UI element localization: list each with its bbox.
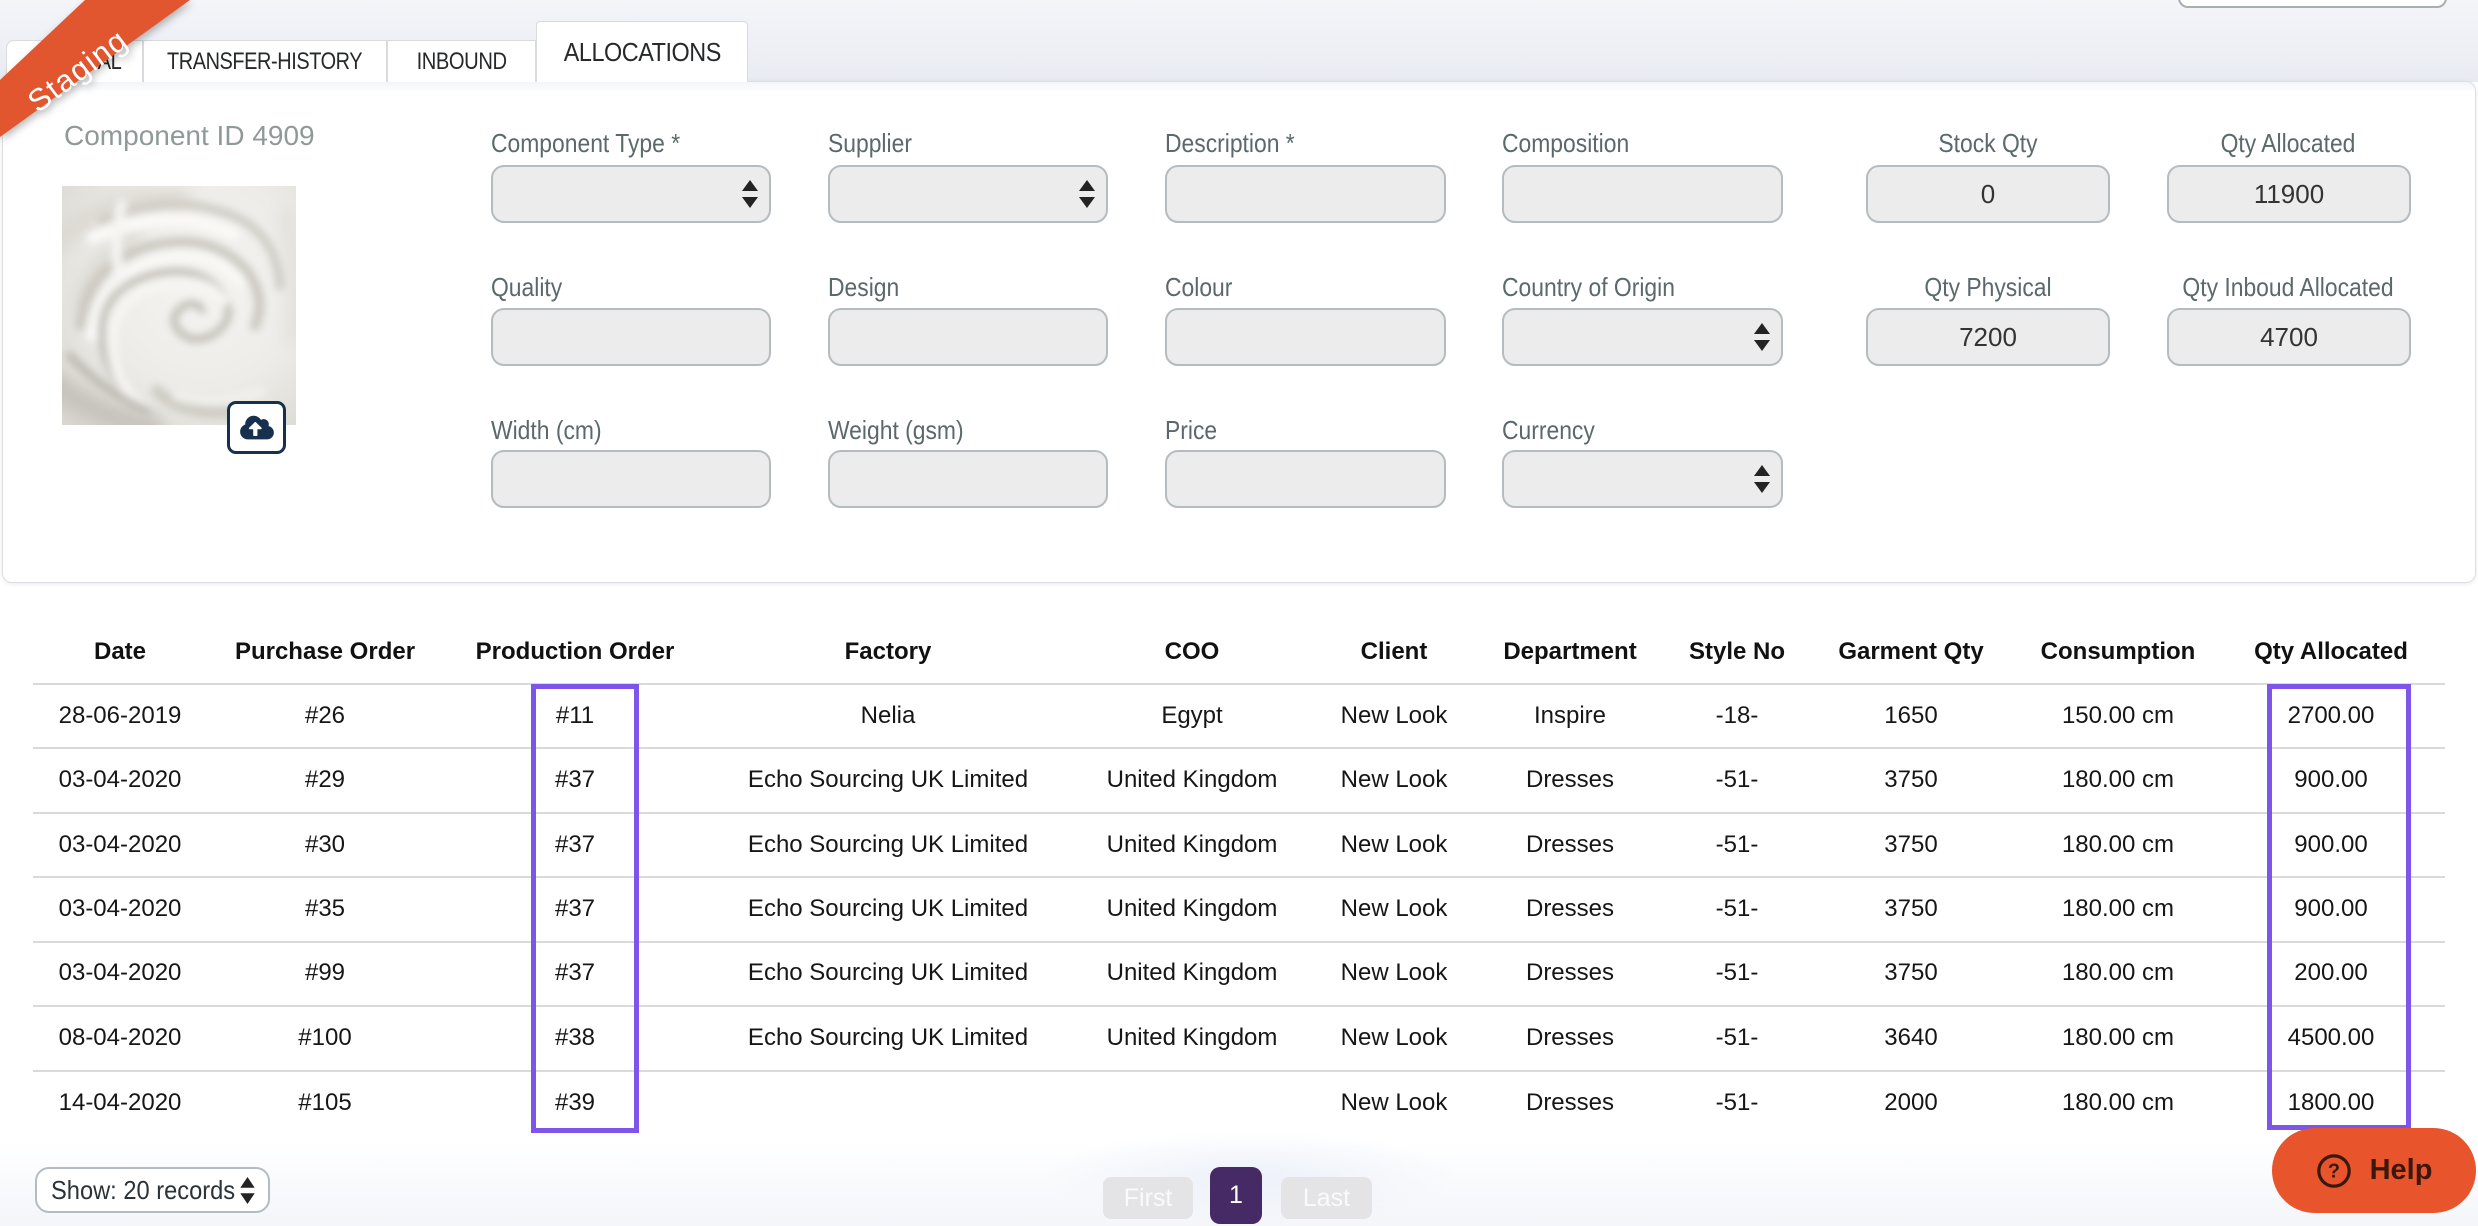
svg-text:?: ?: [2328, 1160, 2340, 1182]
